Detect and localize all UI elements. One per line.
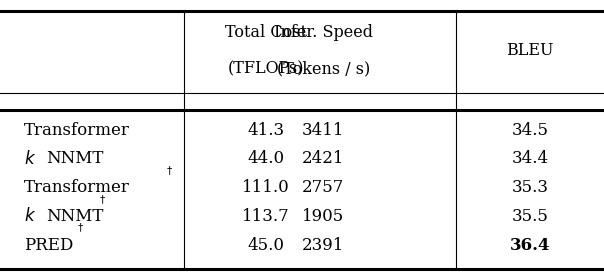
Text: Transformer: Transformer — [24, 179, 130, 196]
Text: 3411: 3411 — [302, 122, 344, 139]
Text: 34.4: 34.4 — [512, 150, 549, 167]
Text: 44.0: 44.0 — [247, 150, 284, 167]
Text: 2391: 2391 — [302, 237, 344, 254]
Text: Total Cost: Total Cost — [225, 24, 307, 41]
Text: $^\dagger$: $^\dagger$ — [97, 197, 106, 211]
Text: (TFLOPs): (TFLOPs) — [228, 60, 304, 77]
Text: 2757: 2757 — [302, 179, 344, 196]
Text: 35.3: 35.3 — [512, 179, 549, 196]
Text: (Tokens / s): (Tokens / s) — [277, 60, 370, 77]
Text: 1905: 1905 — [302, 208, 344, 225]
Text: 34.5: 34.5 — [512, 122, 549, 139]
Text: NNMT: NNMT — [46, 208, 103, 225]
Text: PRED: PRED — [24, 237, 74, 254]
Text: $^\dagger$: $^\dagger$ — [164, 168, 173, 182]
Text: 41.3: 41.3 — [247, 122, 284, 139]
Text: Infer. Speed: Infer. Speed — [274, 24, 373, 41]
Text: 113.7: 113.7 — [242, 208, 290, 225]
Text: BLEU: BLEU — [507, 42, 554, 59]
Text: 35.5: 35.5 — [512, 208, 549, 225]
Text: 2421: 2421 — [302, 150, 344, 167]
Text: $k$: $k$ — [24, 207, 36, 226]
Text: 111.0: 111.0 — [242, 179, 290, 196]
Text: $^\dagger$: $^\dagger$ — [75, 226, 84, 240]
Text: NNMT: NNMT — [46, 150, 103, 167]
Text: 45.0: 45.0 — [247, 237, 284, 254]
Text: 36.4: 36.4 — [510, 237, 551, 254]
Text: Transformer: Transformer — [24, 122, 130, 139]
Text: $k$: $k$ — [24, 150, 36, 168]
